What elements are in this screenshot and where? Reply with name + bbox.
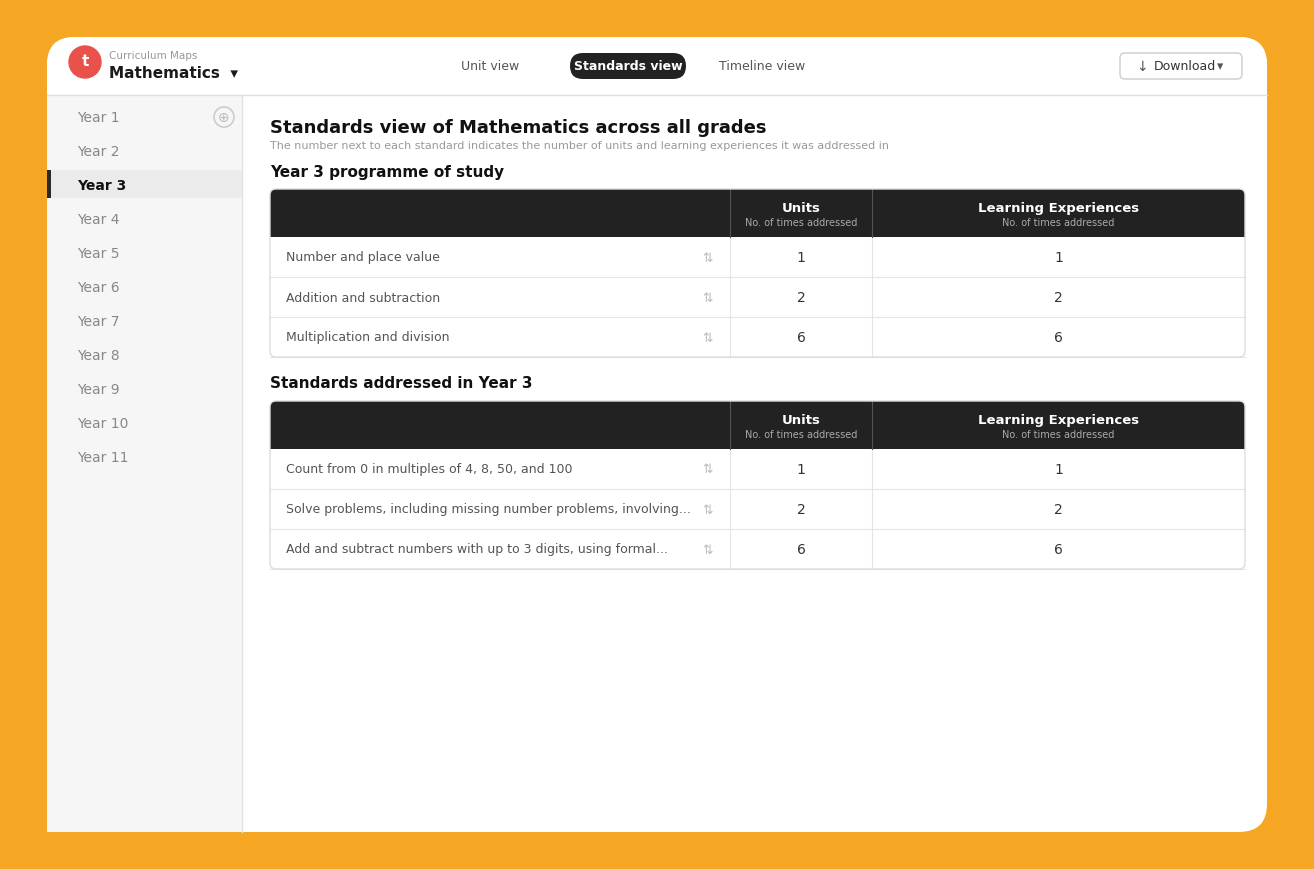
Text: 6: 6 bbox=[796, 330, 805, 345]
Text: 2: 2 bbox=[1054, 290, 1063, 305]
Bar bbox=[47, 171, 242, 199]
Bar bbox=[269, 529, 1244, 569]
Text: 6: 6 bbox=[1054, 330, 1063, 345]
Polygon shape bbox=[78, 67, 92, 75]
Text: ⇅: ⇅ bbox=[703, 463, 714, 476]
Text: Year 2: Year 2 bbox=[78, 145, 120, 159]
Text: Year 6: Year 6 bbox=[78, 281, 120, 295]
Text: 2: 2 bbox=[1054, 502, 1063, 516]
Text: 2: 2 bbox=[796, 290, 805, 305]
Text: Mathematics  ▾: Mathematics ▾ bbox=[109, 66, 238, 82]
Text: ⊕: ⊕ bbox=[218, 111, 230, 125]
Text: Curriculum Maps: Curriculum Maps bbox=[109, 51, 197, 61]
FancyBboxPatch shape bbox=[30, 30, 1284, 844]
Text: Year 7: Year 7 bbox=[78, 315, 120, 328]
Bar bbox=[269, 489, 1244, 529]
FancyBboxPatch shape bbox=[269, 189, 1244, 238]
FancyBboxPatch shape bbox=[47, 776, 242, 832]
Bar bbox=[269, 449, 1244, 489]
Text: ⇅: ⇅ bbox=[703, 251, 714, 264]
Text: Year 9: Year 9 bbox=[78, 382, 120, 396]
Text: Units: Units bbox=[782, 202, 820, 215]
Circle shape bbox=[70, 47, 101, 79]
Text: No. of times addressed: No. of times addressed bbox=[745, 217, 857, 228]
Text: Standards view of Mathematics across all grades: Standards view of Mathematics across all… bbox=[269, 119, 766, 136]
Bar bbox=[269, 426, 1244, 449]
FancyBboxPatch shape bbox=[47, 38, 1267, 96]
Text: Year 3 programme of study: Year 3 programme of study bbox=[269, 164, 505, 179]
Bar bbox=[269, 238, 1244, 278]
Text: Year 1: Year 1 bbox=[78, 111, 120, 125]
Text: Year 10: Year 10 bbox=[78, 416, 129, 430]
Text: Learning Experiences: Learning Experiences bbox=[978, 202, 1139, 215]
Text: 2: 2 bbox=[796, 502, 805, 516]
Text: 1: 1 bbox=[1054, 462, 1063, 476]
Text: Unit view: Unit view bbox=[461, 61, 519, 73]
Text: 1: 1 bbox=[1054, 251, 1063, 265]
Text: The number next to each standard indicates the number of units and learning expe: The number next to each standard indicat… bbox=[269, 141, 890, 151]
Text: ⇅: ⇅ bbox=[703, 291, 714, 304]
Text: Standards addressed in Year 3: Standards addressed in Year 3 bbox=[269, 376, 532, 391]
Text: Multiplication and division: Multiplication and division bbox=[286, 331, 449, 344]
Text: Standards view: Standards view bbox=[574, 61, 682, 73]
Text: Learning Experiences: Learning Experiences bbox=[978, 414, 1139, 427]
FancyBboxPatch shape bbox=[269, 401, 1244, 449]
Bar bbox=[269, 318, 1244, 357]
FancyBboxPatch shape bbox=[47, 96, 242, 832]
Text: Timeline view: Timeline view bbox=[719, 61, 805, 73]
Text: Solve problems, including missing number problems, involving...: Solve problems, including missing number… bbox=[286, 503, 691, 516]
Text: Add and subtract numbers with up to 3 digits, using formal...: Add and subtract numbers with up to 3 di… bbox=[286, 543, 668, 556]
Text: Addition and subtraction: Addition and subtraction bbox=[286, 291, 440, 304]
Text: Year 5: Year 5 bbox=[78, 247, 120, 261]
Bar bbox=[47, 776, 242, 804]
Text: Year 11: Year 11 bbox=[78, 450, 129, 464]
Text: Count from 0 in multiples of 4, 8, 50, and 100: Count from 0 in multiples of 4, 8, 50, a… bbox=[286, 463, 573, 476]
Text: 1: 1 bbox=[796, 462, 805, 476]
Bar bbox=[47, 171, 51, 199]
Bar bbox=[269, 278, 1244, 318]
Text: No. of times addressed: No. of times addressed bbox=[1003, 217, 1114, 228]
Text: No. of times addressed: No. of times addressed bbox=[1003, 429, 1114, 439]
Text: 1: 1 bbox=[796, 251, 805, 265]
Text: No. of times addressed: No. of times addressed bbox=[745, 429, 857, 439]
Text: ↓: ↓ bbox=[1137, 60, 1148, 74]
Text: ⇅: ⇅ bbox=[703, 503, 714, 516]
Text: Year 3: Year 3 bbox=[78, 179, 126, 193]
Bar bbox=[47, 67, 1267, 96]
FancyBboxPatch shape bbox=[570, 54, 686, 80]
Text: ▾: ▾ bbox=[1217, 61, 1223, 73]
Text: Year 8: Year 8 bbox=[78, 348, 120, 362]
Text: ⇅: ⇅ bbox=[703, 331, 714, 344]
Text: ⇅: ⇅ bbox=[703, 543, 714, 556]
Bar bbox=[269, 214, 1244, 238]
Text: Year 4: Year 4 bbox=[78, 213, 120, 227]
Text: 6: 6 bbox=[1054, 542, 1063, 556]
FancyBboxPatch shape bbox=[47, 38, 1267, 832]
Text: Number and place value: Number and place value bbox=[286, 251, 440, 264]
Text: 6: 6 bbox=[796, 542, 805, 556]
Text: Download: Download bbox=[1154, 61, 1217, 73]
Text: Units: Units bbox=[782, 414, 820, 427]
Text: t: t bbox=[81, 55, 88, 70]
FancyBboxPatch shape bbox=[1120, 54, 1242, 80]
